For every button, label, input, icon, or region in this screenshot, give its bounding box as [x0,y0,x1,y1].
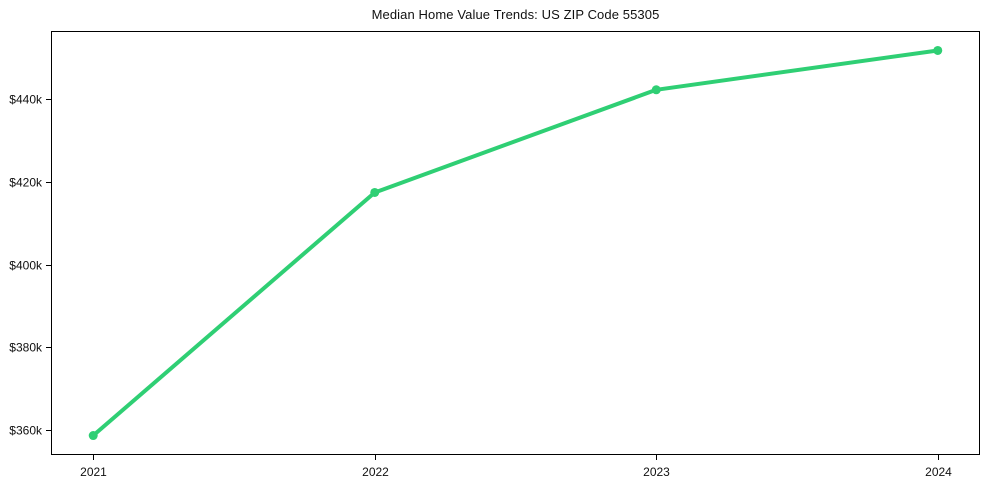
data-point-marker [651,85,661,95]
x-tick-label: 2024 [925,465,952,479]
y-tick-label: $420k [9,176,43,190]
y-tick-label: $380k [9,341,43,355]
x-tick-label: 2023 [643,465,670,479]
y-tick-label: $440k [9,93,43,107]
data-point-marker [933,45,943,55]
x-tick-label: 2021 [80,465,107,479]
data-point-marker [370,187,380,197]
y-tick-label: $360k [9,424,43,438]
trend-line [91,48,940,438]
y-tick-label: $400k [9,259,43,273]
chart-title: Median Home Value Trends: US ZIP Code 55… [371,7,660,22]
x-tick-label: 2022 [362,465,389,479]
plot-border [50,30,981,456]
data-point-marker [88,431,98,441]
